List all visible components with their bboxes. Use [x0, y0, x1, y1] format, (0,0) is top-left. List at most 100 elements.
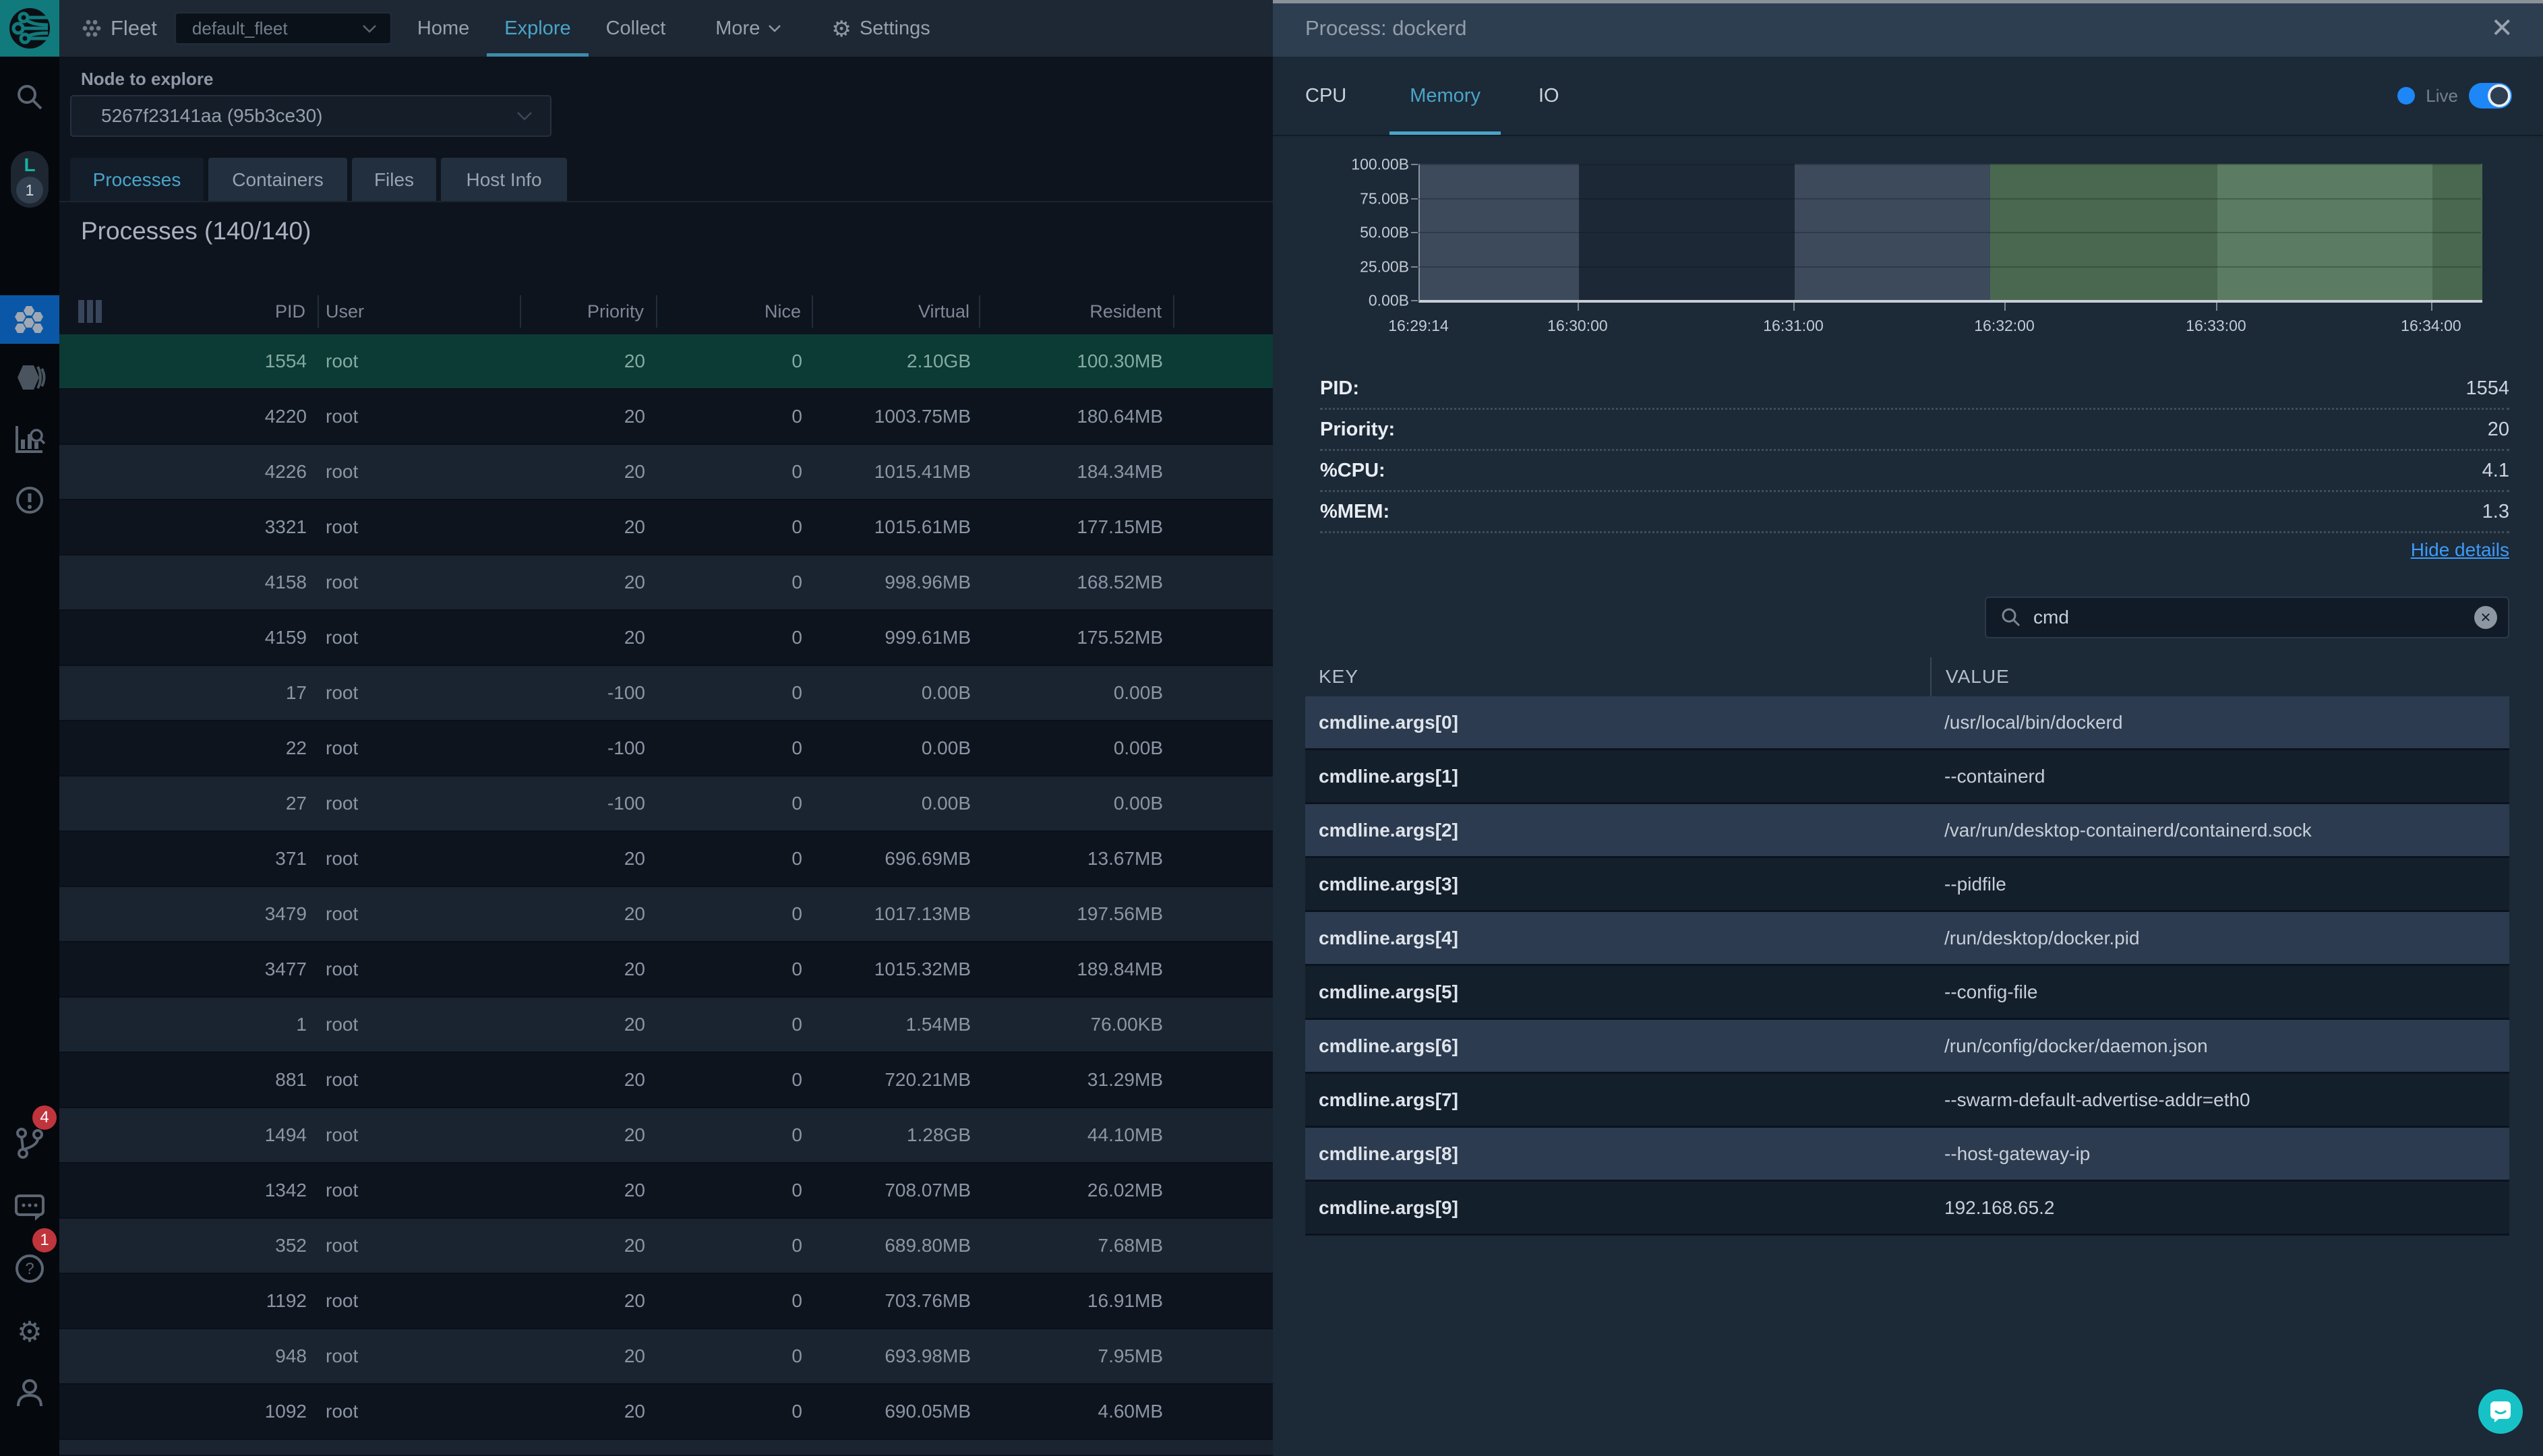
tab-io[interactable]: IO — [1538, 57, 1559, 135]
table-row[interactable]: 1342 root 20 0 708.07MB 26.02MB — [59, 1163, 1273, 1219]
table-row[interactable]: 4158 root 20 0 998.96MB 168.52MB — [59, 555, 1273, 611]
toggle-knob — [2488, 84, 2511, 107]
table-row[interactable]: 27 root -100 0 0.00B 0.00B — [59, 777, 1273, 832]
sidebar-item-metrics-explorer[interactable] — [0, 415, 59, 464]
sidebar-item-help[interactable]: ? — [0, 1244, 59, 1293]
detail-row: %MEM: 1.3 — [1320, 492, 2509, 533]
memory-chart[interactable]: 100.00B 75.00B 50.00B 25.00B 0.00B 16:29:14 1… — [1273, 136, 2543, 352]
tab-memory[interactable]: Memory — [1389, 57, 1501, 135]
chat-fab[interactable] — [2478, 1389, 2523, 1434]
close-icon[interactable]: ✕ — [2490, 13, 2513, 43]
table-row[interactable]: 1554 root 20 0 2.10GB 100.30MB — [59, 334, 1273, 390]
kv-row[interactable]: cmdline.args[0] /usr/local/bin/dockerd — [1305, 696, 2509, 750]
kv-row[interactable]: cmdline.args[4] /run/desktop/docker.pid — [1305, 912, 2509, 966]
panel-title: Process: dockerd — [1305, 16, 1467, 40]
table-row[interactable]: 3321 root 20 0 1015.61MB 177.15MB — [59, 500, 1273, 555]
column-picker-icon[interactable] — [59, 295, 115, 328]
search-input[interactable] — [2032, 606, 2474, 629]
table-row[interactable]: 1 root 20 0 1.54MB 76.00KB — [59, 998, 1273, 1053]
tab-containers[interactable]: Containers — [208, 158, 347, 202]
kv-row[interactable]: cmdline.args[5] --config-file — [1305, 966, 2509, 1020]
col-header-user[interactable]: User — [319, 295, 521, 328]
table-row[interactable]: 3479 root 20 0 1017.13MB 197.56MB — [59, 887, 1273, 942]
kv-row[interactable]: cmdline.args[6] /run/config/docker/daemon… — [1305, 1020, 2509, 1074]
tab-host-info[interactable]: Host Info — [441, 158, 567, 202]
cell-resident: 4.60MB — [1098, 1401, 1164, 1422]
table-row[interactable]: 1092 root 20 0 690.05MB 4.60MB — [59, 1385, 1273, 1440]
y-axis-label: 100.00B — [1351, 155, 1409, 173]
cell-nice: 0 — [791, 461, 802, 482]
sidebar-avatar[interactable]: L 1 — [11, 151, 49, 208]
table-row[interactable]: 17 root -100 0 0.00B 0.00B — [59, 666, 1273, 721]
table-row[interactable]: 881 root 20 0 720.21MB 31.29MB — [59, 1053, 1273, 1108]
chart-band — [1420, 164, 1579, 300]
tab-files[interactable]: Files — [352, 158, 436, 202]
cell-priority: 20 — [624, 959, 645, 979]
nav-settings[interactable]: ⚙ Settings — [814, 0, 947, 57]
col-header-nice[interactable]: Nice — [657, 295, 813, 328]
kv-key: cmdline.args[4] — [1319, 927, 1458, 948]
cell-nice: 0 — [791, 1124, 802, 1145]
cell-filler — [1174, 1163, 1273, 1217]
kv-row[interactable]: cmdline.args[7] --swarm-default-advertise… — [1305, 1074, 2509, 1128]
cell-priority: 20 — [624, 1290, 645, 1311]
cell-nice: 0 — [791, 1069, 802, 1090]
clear-search-icon[interactable]: ✕ — [2474, 606, 2497, 629]
live-dot-icon — [2397, 87, 2416, 104]
y-axis-label: 50.00B — [1360, 223, 1409, 241]
sidebar-item-alerts[interactable] — [0, 476, 59, 524]
sidebar-item-explore-nodes[interactable] — [0, 295, 59, 344]
kv-row[interactable]: cmdline.args[8] --host-gateway-ip — [1305, 1128, 2509, 1182]
table-row[interactable]: 1192 root 20 0 703.76MB 16.91MB — [59, 1274, 1273, 1329]
kv-row[interactable]: cmdline.args[2] /var/run/desktop-containe… — [1305, 804, 2509, 858]
col-header-priority[interactable]: Priority — [521, 295, 657, 328]
cell-user: root — [326, 461, 359, 482]
sidebar-item-pipelines[interactable] — [0, 1119, 59, 1167]
col-header-filler — [1174, 295, 1273, 328]
cell-filler — [1174, 832, 1273, 886]
table-row[interactable]: 1494 root 20 0 1.28GB 44.10MB — [59, 1108, 1273, 1163]
kv-value: /var/run/desktop-containerd/containerd.s… — [1944, 819, 2312, 841]
sidebar-item-feedback[interactable] — [0, 1184, 59, 1232]
nav-more[interactable]: More — [698, 0, 799, 57]
cell-nice: 0 — [791, 572, 802, 593]
sidebar-item-settings[interactable]: ⚙ — [0, 1308, 59, 1356]
tab-files-label: Files — [373, 169, 415, 190]
fleet-select[interactable]: default_fleet — [174, 12, 392, 44]
detail-label: PID: — [1320, 377, 1359, 399]
table-row[interactable]: 948 root 20 0 693.98MB 7.95MB — [59, 1329, 1273, 1385]
search-icon — [2002, 608, 2021, 627]
live-toggle[interactable] — [2469, 83, 2512, 109]
kv-row[interactable]: cmdline.args[3] --pidfile — [1305, 858, 2509, 912]
col-header-resident[interactable]: Resident — [980, 295, 1174, 328]
node-select[interactable]: 5267f23141aa (95b3ce30) — [70, 95, 551, 137]
col-header-virtual[interactable]: Virtual — [813, 295, 980, 328]
table-row[interactable]: 371 root 20 0 696.69MB 13.67MB — [59, 832, 1273, 887]
table-row[interactable]: 4159 root 20 0 999.61MB 175.52MB — [59, 611, 1273, 666]
table-row[interactable]: 4226 root 20 0 1015.41MB 184.34MB — [59, 445, 1273, 500]
sidebar-item-containers[interactable] — [0, 353, 59, 402]
tab-processes[interactable]: Processes — [70, 158, 204, 202]
col-header-pid[interactable]: PID — [115, 295, 319, 328]
hide-details-link[interactable]: Hide details — [2410, 539, 2509, 560]
table-row[interactable]: 3477 root 20 0 1015.32MB 189.84MB — [59, 942, 1273, 998]
nav-home[interactable]: Home — [400, 0, 487, 57]
nav-explore[interactable]: Explore — [487, 0, 589, 57]
table-row[interactable]: 22 root -100 0 0.00B 0.00B — [59, 721, 1273, 777]
cell-pid: 3477 — [264, 959, 307, 979]
x-axis-tick — [2430, 303, 2432, 311]
panel-tabs: CPU Memory IO — [1273, 57, 2543, 136]
table-row[interactable]: 352 root 20 0 689.80MB 7.68MB — [59, 1219, 1273, 1274]
kv-value: --pidfile — [1944, 873, 2006, 894]
app-logo[interactable] — [0, 0, 59, 57]
kv-row[interactable]: cmdline.args[1] --containerd — [1305, 750, 2509, 804]
kv-row[interactable]: cmdline.args[9] 192.168.65.2 — [1305, 1182, 2509, 1236]
cell-virtual: 720.21MB — [885, 1069, 971, 1090]
tab-cpu[interactable]: CPU — [1305, 57, 1346, 135]
nav-collect[interactable]: Collect — [589, 0, 684, 57]
cell-virtual: 1003.75MB — [874, 406, 971, 427]
sidebar-item-profile[interactable] — [0, 1368, 59, 1417]
cell-drag-handle — [59, 721, 115, 775]
sidebar-item-search[interactable] — [0, 73, 59, 121]
table-row[interactable]: 4220 root 20 0 1003.75MB 180.64MB — [59, 390, 1273, 445]
